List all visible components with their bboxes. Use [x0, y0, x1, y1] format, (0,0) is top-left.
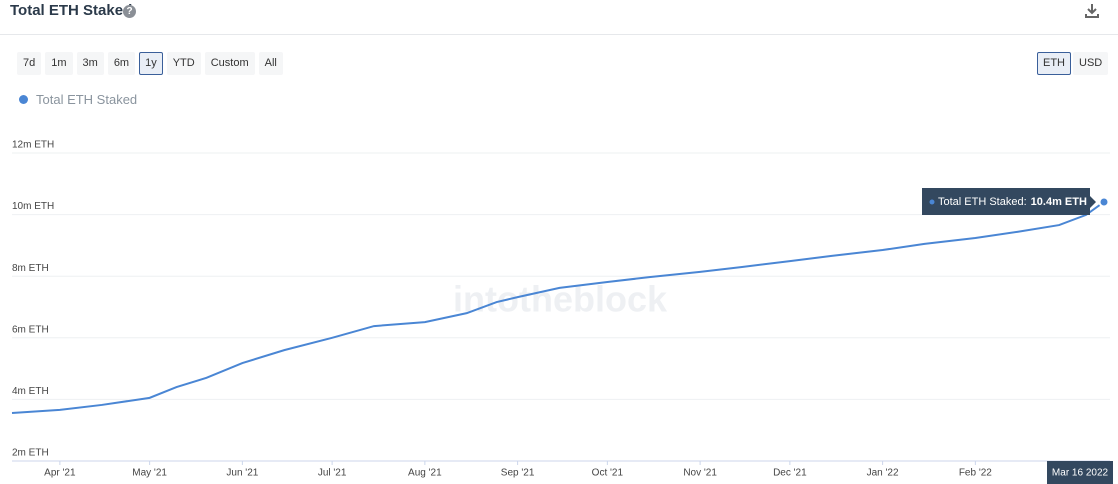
download-icon[interactable]	[1084, 3, 1100, 19]
x-tick-label: Nov '21	[683, 468, 717, 479]
unit-button[interactable]: USD	[1073, 52, 1109, 75]
x-tick-label: Jul '21	[318, 468, 347, 479]
tooltip-value: 10.4m ETH	[1031, 196, 1087, 208]
range-buttons: 7d 1m 3m 6m 1y YTD Custom All	[17, 52, 283, 75]
range-button[interactable]: All	[258, 52, 283, 75]
range-button[interactable]: 6m	[107, 52, 136, 75]
unit-button[interactable]: ETH	[1037, 52, 1071, 75]
range-button[interactable]: Custom	[204, 52, 255, 75]
page-title: Total ETH Staked	[10, 2, 133, 19]
tooltip: Total ETH Staked: 10.4m ETH	[922, 188, 1096, 215]
date-label-box	[1047, 461, 1113, 484]
tooltip-label: Total ETH Staked:	[938, 196, 1027, 208]
x-tick-label: Sep '21	[501, 468, 535, 479]
x-tick-label: Apr '21	[44, 468, 76, 479]
x-tick-label: Feb '22	[959, 468, 992, 479]
range-button[interactable]: 3m	[76, 52, 104, 75]
y-tick-label: 10m ETH	[12, 201, 54, 212]
help-icon[interactable]: ?	[123, 5, 136, 18]
x-tick-label: Dec '21	[773, 468, 807, 479]
tooltip-marker	[929, 199, 935, 205]
legend-label[interactable]: Total ETH Staked	[36, 92, 138, 107]
x-tick-label: Oct '21	[592, 468, 624, 479]
legend-marker	[19, 95, 28, 104]
y-tick-label: 12m ETH	[12, 140, 54, 151]
separator	[0, 34, 1118, 35]
series-line	[11, 201, 1105, 414]
range-button[interactable]: YTD	[166, 52, 201, 75]
x-tick-label: Jan '22	[867, 468, 899, 479]
unit-buttons: ETH USD	[1037, 52, 1109, 75]
x-tick-label: May '21	[132, 468, 167, 479]
hover-point	[1098, 196, 1110, 208]
tooltip-text: Total ETH Staked: 10.4m ETH	[938, 196, 1087, 208]
y-tick-label: 2m ETH	[12, 448, 49, 459]
watermark: intotheblock	[453, 279, 668, 320]
x-tick-label: Jun '21	[226, 468, 258, 479]
y-tick-label: 8m ETH	[12, 263, 49, 274]
date-label: Mar 16 2022	[1052, 468, 1109, 479]
y-tick-label: 6m ETH	[12, 324, 49, 335]
y-tick-label: 4m ETH	[12, 386, 49, 397]
legend: Total ETH Staked	[19, 92, 137, 107]
x-tick-label: Aug '21	[408, 468, 442, 479]
range-button[interactable]: 1m	[45, 52, 73, 75]
range-button[interactable]: 7d	[17, 52, 42, 75]
tooltip-box	[922, 188, 1096, 215]
range-button[interactable]: 1y	[139, 52, 163, 75]
